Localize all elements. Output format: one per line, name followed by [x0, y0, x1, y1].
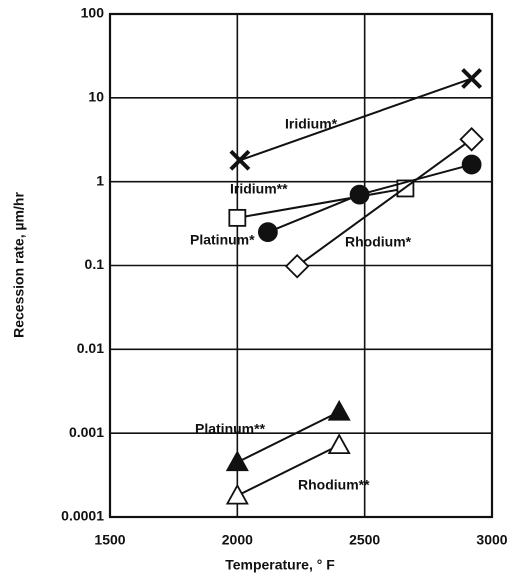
y-tick-label: 0.01 [77, 340, 104, 356]
y-tick-label: 1 [96, 172, 104, 188]
y-axis-label: Recession rate, µm/hr [11, 192, 27, 338]
marker [461, 154, 482, 175]
x-tick-label: 2500 [349, 532, 380, 548]
series-label: Platinum** [195, 421, 266, 437]
y-tick-label: 10 [88, 89, 104, 105]
x-tick-label: 3000 [476, 532, 507, 548]
series-line [236, 410, 340, 464]
series-line [267, 163, 472, 234]
series-line [236, 444, 340, 497]
series-label: Platinum* [190, 232, 255, 248]
y-tick-label: 0.0001 [61, 508, 104, 524]
series-line [239, 77, 472, 162]
series-label: Iridium* [285, 116, 338, 132]
marker [327, 399, 351, 421]
x-tick-label: 1500 [94, 532, 125, 548]
x-tick-label: 2000 [222, 532, 253, 548]
series-line [237, 187, 406, 219]
marker [225, 483, 249, 505]
marker [459, 127, 484, 152]
marker [461, 68, 483, 89]
marker [327, 433, 351, 455]
marker [229, 149, 251, 171]
y-tick-label: 0.001 [69, 424, 104, 440]
y-tick-label: 100 [81, 5, 105, 21]
series-label: Rhodium** [298, 477, 370, 493]
series-line [296, 138, 473, 268]
marker [349, 184, 370, 205]
series-label: Iridium** [230, 181, 288, 197]
y-tick-label: 0.1 [85, 256, 105, 272]
marker [257, 222, 278, 243]
plot-frame [108, 12, 494, 519]
series-label: Rhodium* [345, 234, 412, 250]
marker [225, 450, 249, 472]
marker [228, 208, 247, 227]
marker [284, 253, 310, 279]
x-axis-label: Temperature, ° F [225, 557, 335, 573]
